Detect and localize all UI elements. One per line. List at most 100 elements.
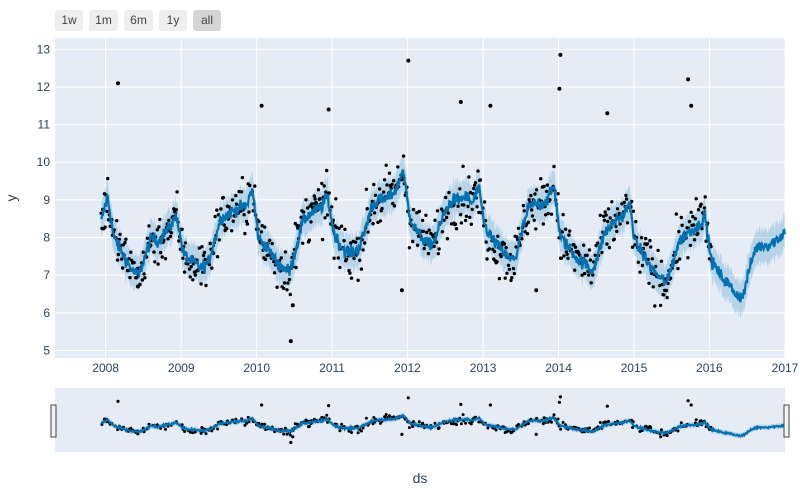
slider-data-point: [686, 399, 690, 403]
range-slider-right-handle[interactable]: [783, 404, 790, 438]
data-point: [158, 217, 162, 222]
data-point: [123, 240, 127, 245]
y-tick-label: 12: [37, 80, 51, 94]
data-point: [124, 237, 128, 241]
data-point: [665, 295, 669, 300]
slider-data-point: [464, 421, 468, 425]
y-tick-label: 5: [43, 343, 50, 357]
slider-data-point: [433, 421, 437, 425]
data-point: [279, 256, 283, 260]
data-point: [634, 219, 638, 224]
data-point: [516, 226, 521, 230]
data-point: [482, 200, 487, 204]
range-button-1w[interactable]: 1w: [55, 10, 83, 31]
range-slider-left-handle[interactable]: [50, 404, 57, 438]
data-point: [301, 241, 305, 245]
data-point: [259, 230, 264, 234]
data-point: [358, 258, 362, 262]
data-point: [312, 194, 316, 198]
slider-data-point: [645, 425, 649, 429]
data-point: [526, 220, 531, 224]
data-point: [166, 237, 170, 241]
x-tick-label: 2010: [243, 361, 270, 375]
range-button-all[interactable]: all: [193, 10, 221, 31]
data-point: [472, 186, 476, 191]
data-point: [422, 246, 426, 251]
slider-data-point: [183, 430, 187, 433]
data-point: [530, 214, 535, 218]
data-point: [492, 249, 497, 254]
data-point: [534, 227, 538, 231]
data-point: [420, 218, 425, 223]
data-point: [301, 210, 306, 214]
slider-data-point: [558, 395, 563, 399]
x-tick-label: 2014: [545, 361, 572, 375]
data-point: [650, 257, 654, 261]
data-point: [421, 229, 426, 234]
data-point: [286, 281, 290, 285]
slider-data-point: [488, 403, 492, 407]
data-point: [257, 219, 261, 224]
slider-data-point: [364, 416, 368, 420]
data-point: [504, 246, 508, 250]
data-point: [546, 211, 550, 216]
range-button-1y[interactable]: 1y: [159, 10, 187, 31]
y-tick-label: 6: [43, 306, 50, 320]
data-point: [424, 213, 428, 217]
data-point: [227, 205, 231, 209]
slider-data-point: [347, 429, 351, 433]
data-point: [283, 250, 288, 254]
data-point: [510, 276, 514, 280]
data-point: [612, 237, 616, 241]
x-tick-label: 2012: [394, 361, 421, 375]
data-point: [304, 198, 308, 202]
data-point: [141, 250, 145, 254]
data-point: [696, 231, 700, 236]
slider-data-point: [116, 399, 120, 403]
y-tick-label: 9: [43, 193, 50, 207]
data-point: [559, 256, 564, 260]
data-point: [610, 200, 614, 204]
range-button-6m[interactable]: 6m: [124, 10, 153, 31]
plot-area[interactable]: [55, 38, 785, 358]
data-point: [168, 234, 173, 239]
data-point: [566, 256, 570, 260]
y-tick-label: 13: [37, 42, 51, 56]
data-point: [219, 207, 223, 211]
data-point: [567, 233, 571, 237]
data-point: [606, 207, 611, 211]
data-point: [544, 189, 549, 194]
data-point: [432, 244, 436, 248]
data-point: [605, 111, 610, 116]
data-point: [181, 256, 185, 260]
data-point: [456, 204, 460, 208]
data-point: [225, 226, 229, 231]
data-point: [392, 204, 397, 208]
data-point: [522, 209, 526, 213]
data-point: [466, 204, 470, 209]
data-point: [445, 237, 450, 241]
data-point: [648, 238, 652, 243]
data-point: [425, 230, 429, 235]
slider-data-point: [689, 403, 693, 407]
data-point: [197, 246, 202, 250]
data-point: [359, 267, 364, 271]
data-point: [658, 303, 663, 308]
data-point: [106, 176, 110, 181]
data-point: [496, 234, 500, 238]
data-point: [662, 293, 666, 297]
data-point: [691, 214, 695, 219]
data-point: [664, 288, 669, 293]
data-point: [686, 77, 691, 82]
slider-data-point: [437, 426, 441, 430]
range-slider[interactable]: [55, 388, 785, 452]
data-point: [288, 339, 293, 344]
slider-data-point: [378, 421, 382, 425]
data-point: [636, 260, 640, 264]
range-button-1m[interactable]: 1m: [89, 10, 118, 31]
slider-data-point: [486, 426, 490, 430]
slider-data-point: [412, 420, 415, 424]
y-tick-label: 7: [43, 268, 50, 282]
data-point: [309, 220, 313, 224]
data-point: [573, 245, 578, 249]
